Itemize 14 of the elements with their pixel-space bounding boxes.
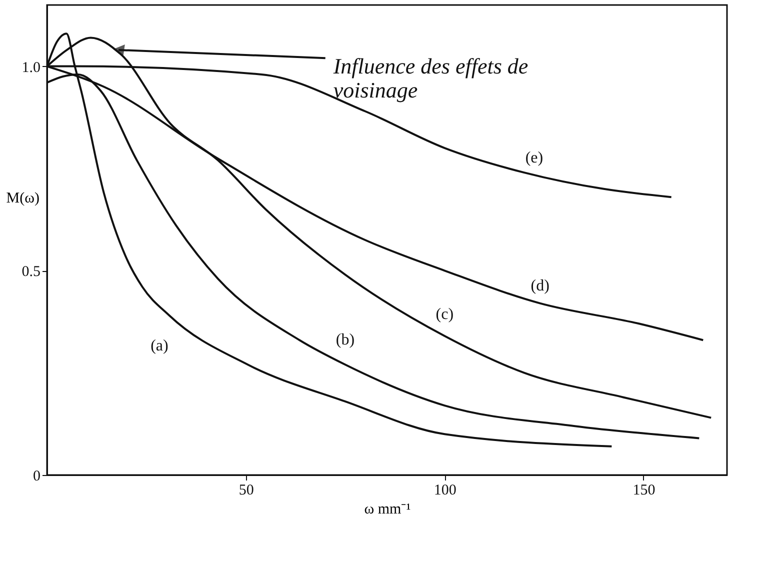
series-label: (a) bbox=[150, 338, 168, 355]
y-axis-title: M(ω) bbox=[6, 190, 40, 206]
y-tick-label: 1.0 bbox=[22, 60, 40, 76]
series-label: (c) bbox=[436, 306, 454, 324]
x-tick-label: 100 bbox=[434, 482, 456, 498]
x-tick-label: 150 bbox=[632, 482, 656, 498]
series-label: (b) bbox=[336, 332, 355, 349]
series-label: (d) bbox=[530, 277, 550, 294]
annotation: Influence des effets de voisinage bbox=[332, 53, 528, 102]
y-tick-label: 0 bbox=[33, 468, 40, 484]
series-label: (e) bbox=[525, 150, 544, 167]
x-tick-label: 50 bbox=[238, 482, 254, 498]
y-tick-label: 0.5 bbox=[22, 264, 40, 280]
x-axis-title: ω mm⁻¹ bbox=[364, 502, 411, 518]
